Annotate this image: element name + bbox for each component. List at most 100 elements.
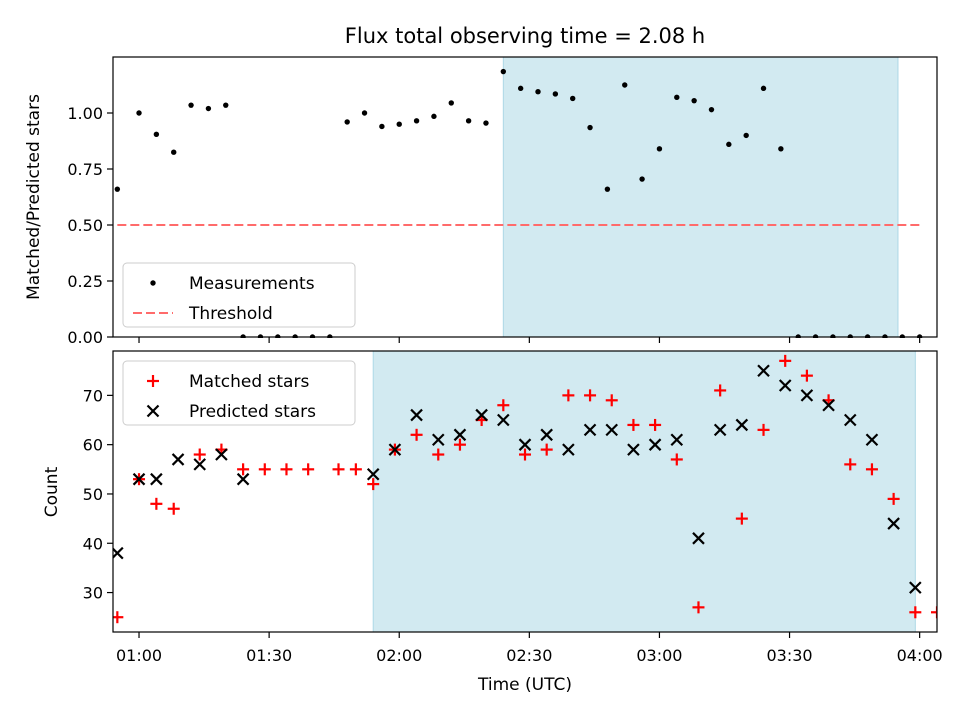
predicted-point [843, 413, 857, 427]
y-tick-label: 40 [83, 534, 103, 553]
predicted-point [648, 438, 662, 451]
predicted-point [909, 581, 922, 594]
data-marks [113, 354, 937, 624]
measurement-point [483, 120, 489, 126]
measurement-point [153, 131, 160, 137]
y-tick-label: 50 [83, 485, 103, 504]
y-tick-label: 30 [83, 584, 103, 603]
predicted-point [583, 423, 597, 437]
matched-point [453, 438, 466, 451]
predicted-point [113, 546, 124, 560]
measurement-point [171, 149, 177, 155]
legend-dot-marker [150, 280, 156, 286]
measurement-point [743, 132, 749, 139]
y-tick-label: 1.00 [67, 104, 103, 123]
x-tick-label: 04:00 [897, 646, 943, 665]
measurement-point [448, 100, 454, 106]
matched-point [519, 448, 531, 461]
predicted-point [887, 517, 900, 530]
legend: Measurements Threshold [122, 262, 356, 328]
predicted-point [410, 408, 423, 422]
matched-point [605, 394, 618, 407]
measurement-point [760, 85, 767, 92]
top-y-axis-label: Matched/Predicted stars [24, 94, 44, 300]
x-axis-label: Time (UTC) [477, 675, 572, 695]
legend-label: Matched stars [189, 372, 309, 392]
matched-point [280, 463, 293, 476]
predicted-point [713, 423, 727, 437]
measurement-point [361, 110, 368, 116]
measurement-point [570, 95, 576, 102]
bottom-y-axis-label: Count [42, 466, 62, 517]
data-marks [114, 68, 923, 338]
measurement-point [674, 94, 680, 101]
y-tick-label: 0.75 [67, 160, 103, 179]
predicted-point [605, 423, 619, 437]
y-tick-label: 0.00 [67, 328, 103, 347]
predicted-point [800, 389, 814, 402]
predicted-point [171, 453, 185, 466]
legend-label: Threshold [188, 304, 273, 324]
y-tick-label: 0.50 [67, 216, 103, 235]
measurement-point [622, 82, 628, 88]
matched-point [670, 453, 683, 466]
predicted-point [497, 413, 510, 427]
matched-point [584, 389, 597, 402]
predicted-point [132, 472, 146, 486]
legend-plus-marker [147, 375, 159, 387]
matched-point [367, 478, 380, 491]
predicted-point [518, 438, 532, 451]
matched-point [627, 418, 640, 431]
predicted-point [388, 443, 402, 456]
matched-point [865, 463, 878, 476]
measurement-point [188, 102, 194, 108]
measurement-point [114, 186, 121, 192]
legend-box [122, 262, 356, 328]
x-tick-label: 01:30 [246, 646, 292, 665]
matched-point [258, 463, 271, 476]
predicted-point [822, 398, 835, 412]
top-panel: 0.00 0.25 0.50 0.75 1.00 Measurements Threshol… [67, 56, 938, 347]
matched-point [649, 418, 662, 431]
axes-frame [112, 56, 938, 338]
matched-point [714, 384, 727, 397]
predicted-point [236, 472, 250, 486]
matched-point [779, 354, 792, 367]
predicted-point [562, 443, 575, 456]
measurement-point [656, 146, 663, 152]
y-tick-label: 70 [83, 386, 103, 405]
measurement-point [552, 91, 559, 97]
chart-title: Flux total observing time = 2.08 h [345, 24, 705, 48]
x-tick-label: 02:30 [506, 646, 552, 665]
predicted-point [215, 448, 228, 461]
x-tick-label: 02:00 [376, 646, 422, 665]
measurement-point [587, 124, 593, 131]
matched-point [931, 606, 937, 619]
matched-point [800, 369, 813, 382]
matched-point [150, 497, 163, 510]
measurement-point [604, 186, 611, 192]
legend-label: Predicted stars [189, 402, 316, 422]
matched-point [844, 458, 857, 471]
matched-point [757, 423, 770, 436]
observing-window-band [502, 56, 899, 338]
measurement-point [726, 141, 732, 148]
measurement-point [708, 106, 715, 113]
predicted-point [193, 458, 207, 471]
predicted-point [627, 443, 640, 456]
matched-point [349, 463, 362, 476]
matched-point [193, 448, 206, 461]
observing-window-band [372, 350, 916, 633]
predicted-point [670, 433, 684, 447]
matched-point [302, 463, 315, 476]
matched-point [237, 463, 250, 476]
legend-cross-marker [146, 404, 160, 418]
measurement-point [136, 110, 142, 116]
y-tick-label: 60 [83, 436, 103, 455]
predicted-point [778, 379, 792, 392]
matched-point [735, 512, 748, 525]
measurement-point [379, 123, 385, 130]
matched-point [332, 463, 345, 476]
measurement-point [691, 97, 697, 104]
